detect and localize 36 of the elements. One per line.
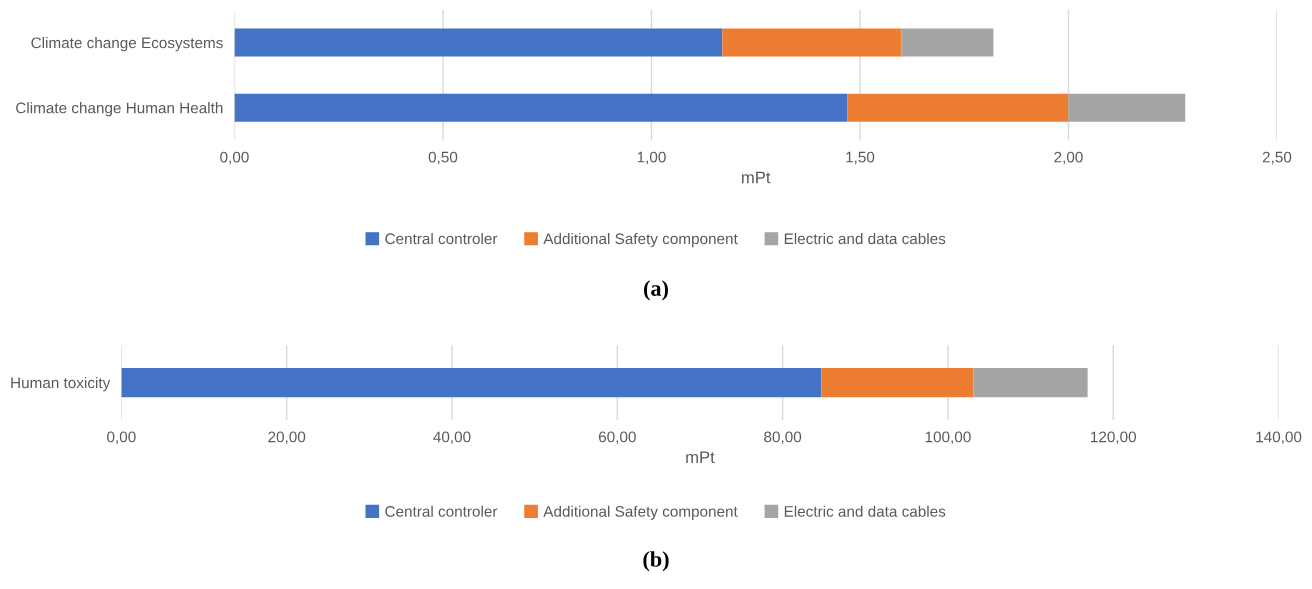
x-tick-label: 80,00	[764, 431, 802, 445]
bar	[234, 28, 723, 57]
x-tick-label: 120,00	[1091, 431, 1136, 445]
bar	[121, 367, 822, 398]
legend-label: Additional Safety component	[543, 232, 738, 248]
x-axis-title: mPt	[742, 171, 771, 184]
x-tick-label: 2,00	[1054, 151, 1083, 165]
x-tick-label: 20,00	[268, 431, 306, 445]
text: (b)	[643, 551, 669, 572]
text: (a)	[644, 280, 668, 301]
bar	[901, 28, 994, 57]
x-tick-label: 60,00	[598, 431, 636, 445]
bar	[847, 93, 1069, 122]
legend-label: Additional Safety component	[543, 505, 738, 520]
legend-label: Electric and data cables	[784, 505, 946, 517]
x-tick-label: 1,50	[846, 151, 875, 165]
y-tick-label: Climate change Ecosystems	[31, 37, 223, 52]
legend-label: Central controler	[385, 505, 498, 517]
x-tick-label: 0,50	[428, 151, 458, 165]
bar	[1068, 93, 1186, 122]
x-tick-label: 40,00	[433, 431, 471, 445]
legend-label: Electric and data cables	[784, 232, 946, 245]
bar	[973, 367, 1088, 398]
x-tick-label: 100,00	[925, 431, 971, 445]
bar	[821, 367, 974, 398]
x-tick-label: 140,00	[1256, 431, 1302, 445]
y-tick-label: Climate change Human Health	[16, 102, 223, 117]
x-axis-title: mPt	[686, 451, 715, 464]
bar	[722, 28, 902, 57]
x-tick-label: 1,00	[637, 151, 666, 165]
legend-label: Central controler	[385, 232, 498, 245]
bar	[234, 93, 848, 122]
x-tick-label: 2,50	[1262, 151, 1292, 165]
y-tick-label: Human toxicity	[11, 377, 111, 392]
x-tick-label: 0,00	[107, 431, 136, 445]
x-tick-label: 0,00	[220, 151, 249, 165]
